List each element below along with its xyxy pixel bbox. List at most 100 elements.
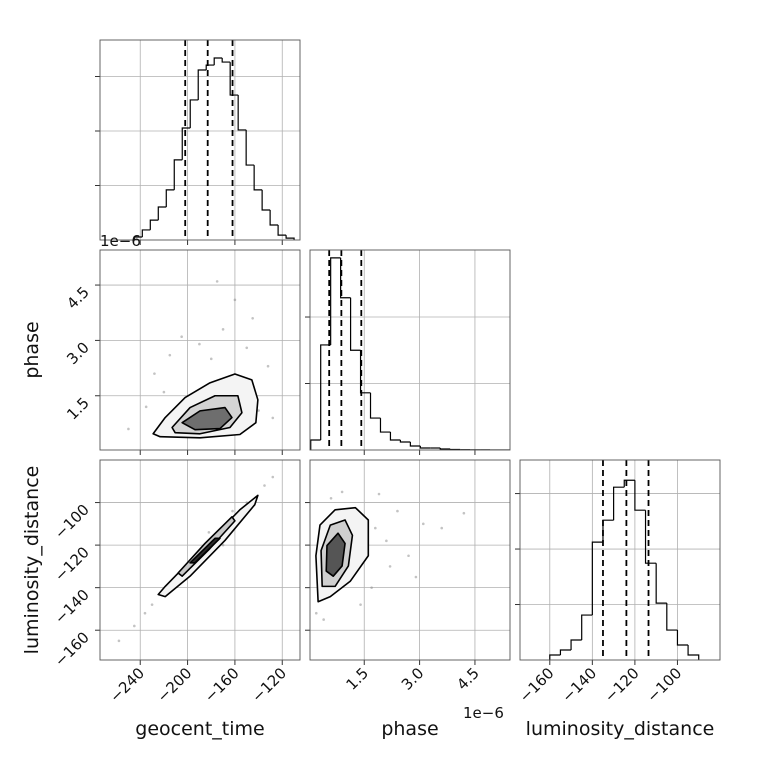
histogram-bin [165, 189, 175, 208]
sample-point [314, 611, 318, 615]
sample-point [245, 346, 249, 350]
histogram-bin [655, 563, 667, 604]
contour [181, 406, 233, 431]
histogram-bin [369, 392, 381, 419]
panel-frame [519, 459, 721, 661]
sample-point [168, 353, 172, 357]
histogram-bin [559, 649, 572, 656]
histogram-bin [320, 344, 331, 441]
histogram-bin [676, 630, 689, 646]
sample-point [388, 565, 392, 568]
histogram-bin [213, 57, 223, 66]
sample-point [329, 496, 333, 500]
histogram-bin [634, 480, 646, 511]
histogram-bin [666, 603, 678, 631]
panel [100, 40, 300, 240]
contour [325, 532, 346, 577]
contour [189, 537, 221, 564]
y-axis-label: luminosity_distance [21, 466, 43, 655]
sample-point [271, 416, 275, 420]
offset-text: 1e−6 [100, 232, 141, 250]
histogram-bin [409, 442, 421, 447]
histogram-bin [221, 57, 231, 63]
sample-point [233, 298, 237, 302]
histogram-bin [173, 159, 183, 190]
sample-point [266, 364, 270, 368]
panel-frame [99, 249, 301, 451]
histogram-bin [253, 165, 263, 191]
sample-point [144, 405, 148, 409]
offset-text: 1e−6 [463, 704, 504, 722]
histogram-bin [189, 99, 199, 129]
x-axis-label: luminosity_distance [526, 718, 715, 740]
panel [100, 460, 300, 660]
sample-point [133, 624, 136, 628]
sample-point [127, 427, 130, 431]
sample-point [257, 409, 260, 412]
sample-point [340, 490, 344, 494]
y-axis-label: phase [21, 321, 43, 378]
sample-point [396, 509, 399, 513]
histogram-bin [277, 225, 287, 236]
sample-point [221, 328, 225, 331]
sample-point [414, 575, 418, 579]
sample-point [180, 335, 183, 339]
histogram-bin [229, 62, 239, 96]
histogram-bin [237, 95, 247, 131]
histogram-bin [623, 479, 635, 488]
histogram-bin [613, 486, 625, 521]
sample-point [407, 554, 410, 558]
sample-point [359, 603, 362, 606]
histogram-bin [570, 639, 582, 651]
panel-frame [309, 459, 511, 661]
histogram-bin [349, 297, 361, 351]
histogram-bin [157, 206, 167, 221]
histogram-bin [379, 418, 391, 433]
histogram-bin [549, 654, 561, 660]
histogram-bin [181, 127, 191, 160]
sample-point [231, 509, 234, 513]
sample-point [377, 492, 381, 496]
panel [520, 460, 720, 660]
sample-point [370, 586, 373, 589]
histogram-bin [581, 614, 593, 641]
histogram-bin [399, 440, 411, 443]
sample-point [385, 539, 388, 543]
histogram-bin [591, 541, 603, 616]
sample-point [209, 357, 213, 361]
histogram-bin [687, 645, 700, 660]
sample-point [215, 280, 219, 283]
histogram-bin [330, 257, 341, 345]
sample-point [153, 372, 156, 375]
panel [100, 250, 300, 450]
histogram-bin [149, 219, 159, 230]
panel-frame [99, 459, 301, 661]
histogram-bin [419, 446, 431, 449]
histogram-bin [285, 235, 295, 240]
sample-point [374, 526, 377, 530]
histogram-bin [269, 210, 279, 226]
histogram-bin [439, 448, 451, 450]
histogram-bin [389, 432, 401, 441]
sample-point [322, 618, 325, 621]
sample-point [143, 611, 147, 615]
panel [310, 460, 510, 660]
panel-frame [309, 249, 511, 451]
sample-point [263, 484, 266, 487]
histogram-bin [261, 189, 271, 211]
sample-point [251, 316, 254, 320]
x-axis-label: geocent_time [135, 718, 264, 740]
histogram-bin [644, 510, 657, 564]
histogram-bin [141, 229, 151, 238]
sample-point [271, 475, 275, 479]
sample-point [221, 543, 225, 547]
sample-point [117, 639, 121, 643]
histogram-bin [133, 236, 143, 240]
histogram-bin [310, 439, 321, 450]
sample-point [162, 390, 166, 394]
histogram-bin [205, 64, 215, 70]
sample-point [150, 603, 154, 606]
panel-frame [99, 39, 301, 241]
